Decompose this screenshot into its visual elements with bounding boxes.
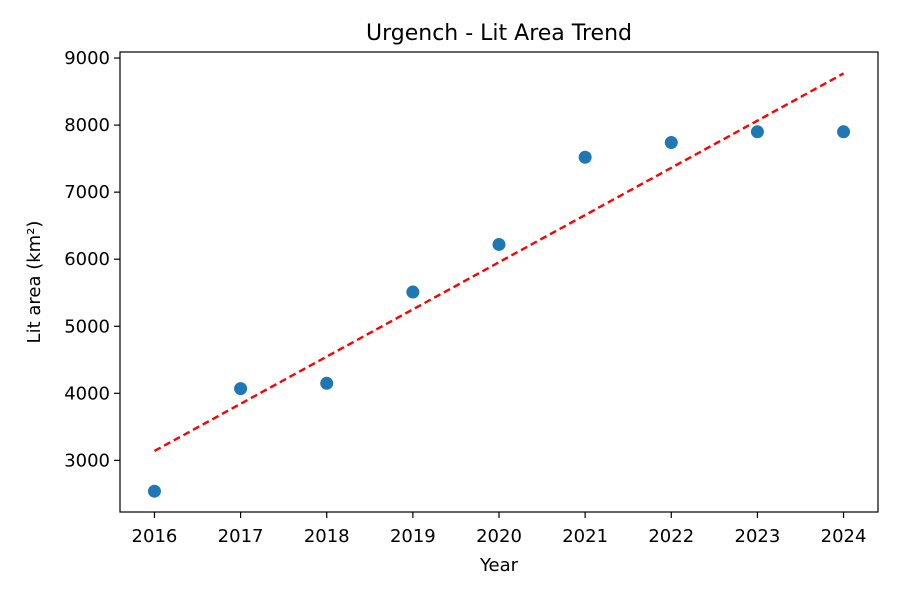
data-point: [664, 136, 678, 150]
x-tick-label: 2020: [476, 526, 522, 547]
x-tick-label: 2018: [304, 526, 350, 547]
y-tick-label: 4000: [64, 383, 110, 404]
chart-title: Urgench - Lit Area Trend: [366, 21, 632, 46]
y-axis: 3000 4000 5000 6000 7000 8000 9000: [64, 48, 120, 471]
data-point: [147, 484, 161, 498]
x-axis: 2016 2017 2018 2019 2020 2021 2022 2023 2024: [132, 512, 867, 547]
plot-frame: [119, 51, 879, 513]
x-axis-label: Year: [479, 555, 519, 576]
x-tick-label: 2017: [218, 526, 264, 547]
y-tick-label: 8000: [64, 115, 110, 136]
trend-line: [153, 72, 845, 453]
y-tick-label: 3000: [64, 450, 110, 471]
data-point: [320, 376, 334, 390]
x-tick-label: 2023: [735, 526, 781, 547]
data-point: [492, 237, 506, 251]
y-tick-label: 9000: [64, 48, 110, 69]
data-point: [837, 125, 851, 139]
y-tick-label: 5000: [64, 316, 110, 337]
y-tick-label: 6000: [64, 249, 110, 270]
data-point: [234, 382, 248, 396]
y-tick-label: 7000: [64, 182, 110, 203]
y-axis-label: Lit area (km²): [24, 221, 45, 344]
x-tick-label: 2016: [132, 526, 178, 547]
data-point: [406, 285, 420, 299]
x-tick-label: 2019: [390, 526, 436, 547]
data-point: [750, 125, 764, 139]
x-tick-label: 2021: [562, 526, 608, 547]
x-tick-label: 2022: [648, 526, 694, 547]
plot-area: [147, 72, 851, 498]
data-point: [578, 150, 592, 164]
x-tick-label: 2024: [821, 526, 867, 547]
